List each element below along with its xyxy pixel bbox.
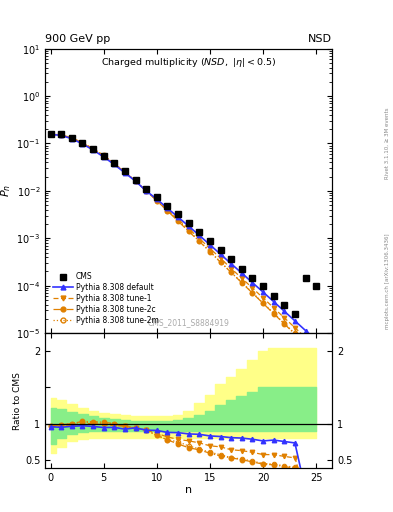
Text: Rivet 3.1.10, ≥ 3M events: Rivet 3.1.10, ≥ 3M events [385, 108, 390, 179]
Text: Charged multiplicity $(NSD,\ |\eta| < 0.5)$: Charged multiplicity $(NSD,\ |\eta| < 0.… [101, 56, 276, 69]
Y-axis label: Ratio to CMS: Ratio to CMS [13, 372, 22, 430]
Text: mcplots.cern.ch [arXiv:1306.3436]: mcplots.cern.ch [arXiv:1306.3436] [385, 234, 390, 329]
Y-axis label: $P_n$: $P_n$ [0, 184, 13, 198]
Text: 900 GeV pp: 900 GeV pp [45, 33, 110, 44]
X-axis label: n: n [185, 485, 192, 495]
Text: NSD: NSD [308, 33, 332, 44]
Text: CMS_2011_S8884919: CMS_2011_S8884919 [148, 318, 230, 327]
Legend: CMS, Pythia 8.308 default, Pythia 8.308 tune-1, Pythia 8.308 tune-2c, Pythia 8.3: CMS, Pythia 8.308 default, Pythia 8.308 … [52, 271, 160, 326]
